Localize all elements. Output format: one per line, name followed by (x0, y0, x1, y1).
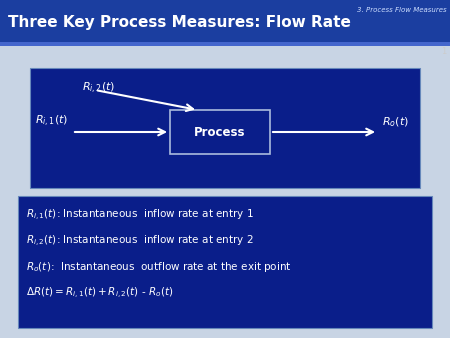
Bar (0, 42, 450, 46)
Bar (30, 68, 420, 188)
Bar (18, 196, 432, 328)
Text: $R_{i,1}(t)$: $R_{i,1}(t)$ (35, 114, 68, 129)
Text: 1: 1 (441, 47, 446, 56)
Text: Three Key Process Measures: Flow Rate: Three Key Process Measures: Flow Rate (8, 16, 351, 30)
Text: $R_{i,2}(t)$: $R_{i,2}(t)$ (82, 81, 115, 96)
Text: $\Delta R(t) = R_{i,1}(t) + R_{i,2}(t)$ - $R_o(t)$: $\Delta R(t) = R_{i,1}(t) + R_{i,2}(t)$ … (26, 286, 174, 301)
Text: 3. Process Flow Measures: 3. Process Flow Measures (357, 7, 447, 13)
Text: $R_o(t)$:  Instantaneous  outflow rate at the exit point: $R_o(t)$: Instantaneous outflow rate at … (26, 260, 292, 274)
Bar (0, 0, 450, 42)
Bar (170, 110, 270, 154)
Text: Process: Process (194, 125, 246, 139)
Bar (0, 46, 450, 338)
Text: $R_{i,2}(t)$: Instantaneous  inflow rate at entry 2: $R_{i,2}(t)$: Instantaneous inflow rate … (26, 234, 254, 249)
Text: $R_o(t)$: $R_o(t)$ (382, 115, 409, 129)
Text: $R_{i,1}(t)$: Instantaneous  inflow rate at entry 1: $R_{i,1}(t)$: Instantaneous inflow rate … (26, 208, 254, 223)
